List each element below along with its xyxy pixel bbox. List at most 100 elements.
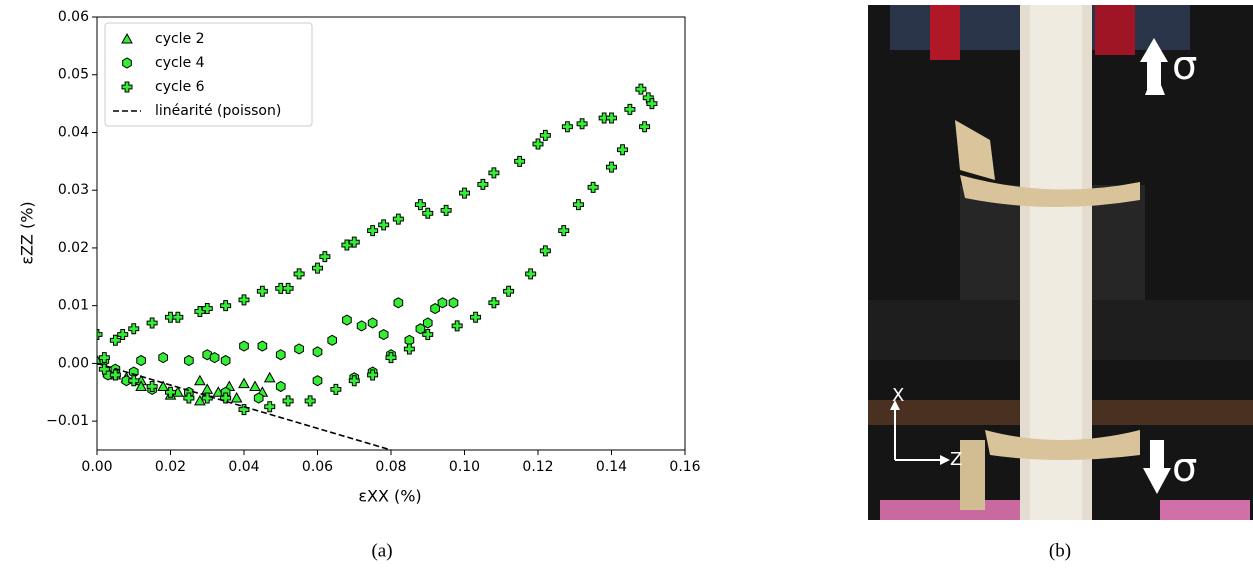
- scatter-point: [238, 294, 250, 306]
- scatter-point: [532, 138, 544, 150]
- scatter-point: [514, 155, 526, 167]
- x-tick-label: 0.10: [449, 459, 480, 475]
- scatter-point: [201, 392, 213, 404]
- scatter-point: [451, 320, 463, 332]
- scatter-point: [275, 349, 286, 361]
- y-tick-label: 0.00: [58, 355, 89, 371]
- plot-frame: [96, 16, 686, 451]
- legend-label: cycle 2: [155, 31, 205, 47]
- scatter-point: [128, 375, 140, 387]
- scatter-point: [98, 352, 110, 364]
- y-tick-label: 0.02: [58, 240, 89, 256]
- legend: cycle 2 cycle 4 cycle 6 linéarité (poisson): [104, 22, 313, 127]
- legend-label: cycle 6: [155, 79, 205, 95]
- plot-area: [97, 83, 658, 450]
- scatter-point: [392, 213, 404, 225]
- scatter-point: [639, 121, 651, 133]
- scatter-point: [293, 268, 305, 280]
- scatter-point: [327, 334, 338, 346]
- scatter-point: [635, 83, 647, 95]
- x-tick-label: 0.00: [81, 459, 112, 475]
- scatter-point: [201, 383, 214, 394]
- scatter-point: [117, 329, 129, 341]
- scatter-point: [212, 386, 225, 397]
- scatter-point: [184, 354, 194, 367]
- scatter-point: [606, 112, 617, 124]
- scatter-point: [330, 383, 342, 395]
- axis-label: X: [892, 385, 904, 406]
- scatter-point: [312, 346, 323, 358]
- scatter-point: [367, 225, 379, 237]
- scatter-point: [606, 161, 617, 173]
- scatter-point: [128, 323, 140, 335]
- reference-line: [97, 362, 392, 450]
- x-tick-label: 0.12: [522, 459, 553, 475]
- scatter-point: [403, 343, 415, 355]
- scatter-point: [312, 262, 323, 274]
- scatter-point: [385, 352, 397, 364]
- scatter-point: [202, 349, 213, 361]
- scatter-point: [109, 369, 121, 381]
- y-tick-label: 0.03: [58, 182, 89, 198]
- caption: (a): [371, 540, 392, 561]
- scatter-point: [646, 98, 658, 110]
- x-tick-label: 0.08: [375, 459, 406, 475]
- scatter-point: [356, 320, 367, 332]
- scatter-point: [367, 369, 379, 381]
- legend-label: cycle 4: [155, 55, 205, 71]
- scatter-point: [414, 199, 426, 211]
- scatter-point: [257, 340, 268, 352]
- scatter-point: [282, 395, 294, 407]
- scatter-point: [135, 380, 147, 391]
- scatter-point: [158, 352, 168, 364]
- scatter-point: [488, 297, 500, 309]
- scatter-point: [367, 317, 378, 329]
- y-tick-label: 0.01: [58, 298, 89, 314]
- caption: (b): [1049, 540, 1071, 561]
- scatter-point: [422, 329, 434, 341]
- scatter-point: [319, 251, 331, 263]
- legend-marker: [122, 57, 132, 69]
- stress-label: σ: [1172, 445, 1197, 491]
- photo: σ σ X Z: [868, 5, 1253, 520]
- scatter-point: [146, 317, 158, 329]
- scatter-point: [440, 204, 452, 216]
- scatter-point: [220, 392, 232, 404]
- scatter-point: [561, 121, 573, 133]
- scatter-point: [136, 354, 146, 367]
- y-tick-label: 0.04: [58, 124, 89, 140]
- scatter-point: [348, 375, 360, 387]
- scatter-point: [146, 380, 158, 392]
- scatter-point: [294, 343, 304, 355]
- x-axis-title: εXX (%): [358, 487, 421, 506]
- scatter-point: [477, 178, 489, 190]
- scatter-point: [264, 401, 276, 413]
- scatter-point: [539, 129, 551, 141]
- scatter-point: [617, 144, 629, 156]
- stress-label: σ: [1172, 43, 1197, 89]
- scatter-point: [587, 181, 599, 193]
- scatter-point: [249, 380, 261, 391]
- scatter-point: [98, 363, 110, 375]
- scatter-point: [393, 297, 404, 309]
- y-tick-label: 0.06: [58, 9, 89, 25]
- scatter-point: [275, 380, 286, 393]
- scatter-point: [282, 282, 294, 294]
- scatter-point: [525, 268, 537, 280]
- scatter-point: [209, 352, 220, 364]
- scatter-point: [470, 311, 482, 323]
- axis-label: Z: [950, 449, 962, 470]
- scatter-point: [165, 386, 176, 398]
- scatter-point: [348, 236, 360, 248]
- scatter-point: [437, 297, 448, 309]
- scatter-point: [422, 317, 433, 329]
- x-tick-label: 0.04: [228, 459, 259, 475]
- scatter-point: [558, 225, 570, 237]
- x-tick-label: 0.02: [155, 459, 186, 475]
- scatter-point: [121, 375, 132, 387]
- scatter-point: [230, 392, 243, 403]
- y-tick-label: −0.01: [46, 413, 89, 429]
- x-tick-label: 0.16: [669, 459, 700, 475]
- y-tick-label: 0.05: [58, 67, 89, 83]
